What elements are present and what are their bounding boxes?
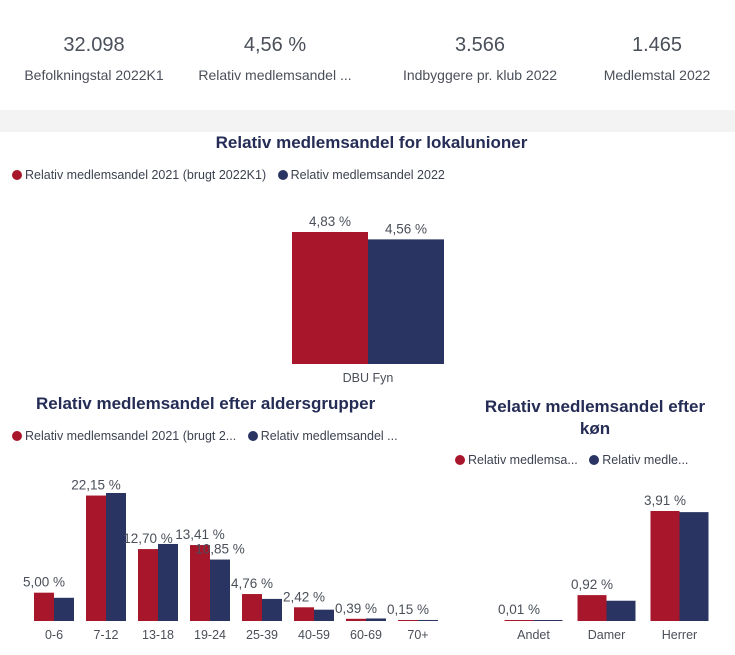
data-label: 3,91 % [644, 493, 686, 508]
legend-dot-2022 [247, 430, 258, 441]
kpi-relative-share: 4,56 % Relativ medlemsandel ... [186, 34, 364, 83]
kpi-population: 32.098 Befolkningstal 2022K1 [8, 34, 180, 83]
bar-2021-13-18[interactable] [138, 549, 158, 621]
data-label: 0,92 % [571, 577, 613, 592]
legend-label-2022: Relativ medlemsandel 2022 [290, 168, 445, 182]
data-label: 10,85 % [195, 542, 245, 557]
chart-age-legend: Relativ medlemsandel 2021 (brugt 2... Re… [12, 429, 406, 443]
bar-2021-dbu-fyn[interactable] [292, 232, 368, 364]
kpi-residents-per-club-value: 3.566 [454, 34, 506, 56]
legend-dot-2021 [12, 430, 22, 441]
data-label: 0,01 % [498, 602, 540, 617]
chart-gender-title-line-2: køn [579, 419, 611, 438]
category-label: 13-18 [142, 628, 174, 642]
kpi-members-label: Medlemstal 2022 [603, 67, 711, 83]
chart-age-title: Relativ medlemsandel efter aldersgrupper [36, 394, 376, 413]
data-label: 4,83 % [309, 214, 351, 229]
legend-item-2022[interactable]: Relativ medlemsandel 2022 [277, 168, 445, 182]
data-label: 0,15 % [387, 602, 429, 617]
bar-2021-andet[interactable] [504, 620, 534, 621]
category-label: 70+ [407, 628, 428, 642]
data-label: 13,41 % [175, 527, 225, 542]
bar-2021-60-69[interactable] [346, 618, 366, 621]
chart-gender-legend: Relativ medlemsa... Relativ medle... [455, 453, 696, 467]
kpi-residents-per-club-label: Indbyggere pr. klub 2022 [402, 67, 558, 83]
bar-2022-andet[interactable] [533, 620, 563, 621]
legend-label-2022: Relativ medle... [602, 453, 689, 467]
category-label: 7-12 [93, 628, 118, 642]
legend-label-2021: Relativ medlemsa... [468, 453, 578, 467]
bar-2022-19-24[interactable] [210, 559, 230, 621]
bar-2021-70-[interactable] [398, 620, 418, 621]
chart-gender-title: Relativ medlemsandel efter køn [455, 396, 735, 440]
bar-2021-40-59[interactable] [294, 607, 314, 621]
bar-2022-70-[interactable] [418, 619, 438, 621]
kpi-population-value: 32.098 [63, 34, 125, 56]
category-label: 60-69 [350, 628, 382, 642]
chart-gender-title-line-1: Relativ medlemsandel efter [484, 397, 706, 416]
legend-item-2022[interactable]: Relativ medle... [589, 453, 688, 467]
legend-item-2021[interactable]: Relativ medlemsa... [455, 453, 578, 467]
kpi-population-label: Befolkningstal 2022K1 [24, 67, 164, 83]
kpi-residents-per-club: 3.566 Indbyggere pr. klub 2022 [388, 34, 572, 83]
legend-dot-2022 [277, 169, 288, 180]
bar-2022-dbu-fyn[interactable] [368, 239, 444, 364]
data-label: 0,39 % [335, 601, 377, 616]
legend-item-2022[interactable]: Relativ medlemsandel ... [247, 429, 398, 443]
legend-dot-2021 [12, 169, 22, 180]
kpi-relative-share-value: 4,56 % [243, 34, 307, 56]
legend-label-2022: Relativ medlemsandel ... [260, 429, 398, 443]
data-label: 2,42 % [283, 589, 325, 604]
category-label: 40-59 [298, 628, 330, 642]
category-label: Herrer [662, 628, 697, 642]
bar-2021-19-24[interactable] [190, 545, 210, 621]
kpi-row: 32.098 Befolkningstal 2022K1 4,56 % Rela… [0, 0, 735, 110]
bar-2022-25-39[interactable] [262, 598, 282, 621]
data-label: 12,70 % [123, 531, 173, 546]
legend-label-2021: Relativ medlemsandel 2021 (brugt 2... [25, 429, 237, 443]
legend-dot-2022 [589, 454, 600, 465]
category-label: Damer [588, 628, 626, 642]
data-label: 4,76 % [231, 576, 273, 591]
category-label: DBU Fyn [343, 371, 394, 385]
bar-2021-herrer[interactable] [650, 511, 680, 621]
category-label: 25-39 [246, 628, 278, 642]
bar-2021-0-6[interactable] [34, 592, 54, 621]
legend-label-2021: Relativ medlemsandel 2021 (brugt 2022K1) [25, 168, 267, 182]
data-label: 5,00 % [23, 575, 65, 590]
chart-gender-plot: 0,01 % Andet 0,92 % Damer 3,91 % Herrer [498, 493, 709, 642]
bar-2021-damer[interactable] [577, 595, 607, 621]
data-label: 22,15 % [71, 478, 121, 493]
data-label: 4,56 % [385, 221, 427, 236]
bar-2022-0-6[interactable] [54, 597, 74, 621]
kpi-members-value: 1.465 [631, 34, 683, 56]
legend-item-2021[interactable]: Relativ medlemsandel 2021 (brugt 2... [12, 429, 236, 443]
chart-local-legend: Relativ medlemsandel 2021 (brugt 2022K1)… [12, 168, 453, 182]
chart-local-title: Relativ medlemsandel for lokalunioner [215, 133, 528, 152]
bar-2022-herrer[interactable] [679, 512, 709, 621]
bar-2022-7-12[interactable] [106, 493, 126, 621]
bar-2022-13-18[interactable] [158, 543, 178, 621]
legend-dot-2021 [455, 454, 465, 465]
bar-2021-7-12[interactable] [86, 495, 106, 621]
category-label: 0-6 [45, 628, 63, 642]
chart-local-plot: 4,83 % 4,56 % DBU Fyn [292, 214, 444, 385]
bar-2021-25-39[interactable] [242, 594, 262, 621]
bar-2022-40-59[interactable] [314, 609, 334, 621]
kpi-relative-share-label: Relativ medlemsandel ... [198, 67, 352, 83]
category-label: Andet [517, 628, 550, 642]
legend-item-2021[interactable]: Relativ medlemsandel 2021 (brugt 2022K1) [12, 168, 266, 182]
bar-2022-damer[interactable] [606, 600, 636, 621]
category-label: 19-24 [194, 628, 226, 642]
bar-2022-60-69[interactable] [366, 618, 386, 621]
section-divider [0, 110, 735, 132]
kpi-members: 1.465 Medlemstal 2022 [594, 34, 720, 83]
